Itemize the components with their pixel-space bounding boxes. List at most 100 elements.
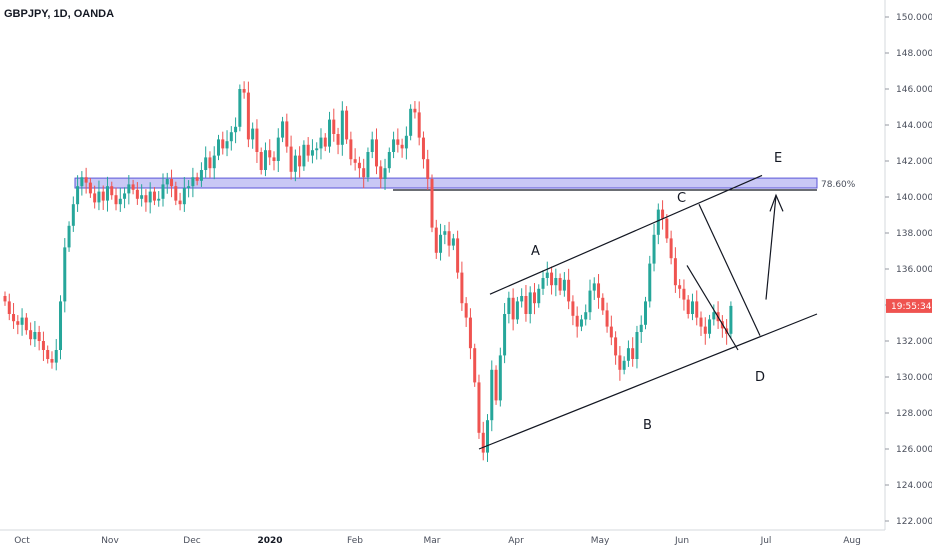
candle[interactable] (366, 147, 370, 182)
candle[interactable] (204, 146, 208, 178)
candle[interactable] (460, 261, 464, 311)
candle[interactable] (191, 167, 195, 198)
candle[interactable] (490, 360, 494, 432)
candle[interactable] (33, 321, 37, 347)
candle[interactable] (618, 346, 622, 381)
candle[interactable] (234, 117, 238, 144)
candle[interactable] (494, 365, 498, 405)
candle[interactable] (622, 356, 626, 375)
candle[interactable] (105, 176, 109, 212)
candle[interactable] (644, 296, 647, 330)
candle[interactable] (447, 221, 451, 257)
candle[interactable] (251, 122, 255, 149)
candle[interactable] (310, 139, 314, 164)
candle[interactable] (50, 351, 54, 369)
candle[interactable] (639, 315, 643, 343)
candle[interactable] (588, 279, 592, 320)
candle[interactable] (289, 135, 293, 180)
candle[interactable] (695, 290, 699, 326)
candle[interactable] (336, 127, 340, 155)
candle[interactable] (413, 101, 417, 119)
candle[interactable] (319, 128, 323, 160)
candle[interactable] (123, 187, 127, 209)
candle[interactable] (656, 203, 660, 245)
candle[interactable] (370, 131, 374, 159)
channel-upper-line[interactable] (489, 174, 763, 295)
candle[interactable] (328, 111, 332, 153)
candle[interactable] (345, 106, 349, 144)
candle[interactable] (353, 148, 357, 171)
candle[interactable] (374, 128, 378, 175)
candle[interactable] (80, 171, 84, 196)
candle[interactable] (84, 167, 88, 194)
candle[interactable] (3, 291, 7, 306)
candle[interactable] (114, 187, 118, 211)
candle[interactable] (712, 304, 716, 326)
candle[interactable] (148, 182, 152, 214)
candle[interactable] (729, 301, 733, 339)
candle[interactable] (298, 146, 302, 178)
candle[interactable] (276, 128, 280, 172)
candle[interactable] (708, 314, 712, 339)
candle[interactable] (383, 158, 387, 190)
candle[interactable] (601, 293, 605, 315)
candle[interactable] (498, 347, 502, 407)
candle[interactable] (387, 147, 391, 173)
candle[interactable] (242, 81, 246, 99)
candle[interactable] (221, 131, 225, 155)
candle[interactable] (131, 179, 135, 195)
candle[interactable] (665, 214, 669, 243)
candle[interactable] (255, 119, 259, 163)
candle[interactable] (528, 286, 532, 324)
candle[interactable] (571, 295, 575, 326)
candle[interactable] (24, 313, 28, 335)
candle[interactable] (690, 293, 694, 321)
candle[interactable] (63, 238, 67, 313)
candle[interactable] (302, 140, 306, 171)
candle[interactable] (41, 331, 45, 361)
candle[interactable] (648, 255, 652, 308)
candle[interactable] (268, 139, 272, 166)
candle[interactable] (195, 172, 199, 186)
candle[interactable] (178, 192, 182, 211)
candle[interactable] (507, 291, 511, 324)
candle[interactable] (12, 303, 16, 329)
candle[interactable] (161, 173, 165, 207)
candle[interactable] (396, 128, 400, 153)
candle[interactable] (473, 343, 477, 387)
candle[interactable] (306, 137, 310, 162)
candle[interactable] (46, 345, 50, 364)
candle[interactable] (59, 295, 63, 360)
candle[interactable] (170, 169, 174, 198)
candle[interactable] (379, 160, 383, 189)
candle[interactable] (208, 151, 212, 178)
candle[interactable] (430, 174, 434, 233)
resistance-zone[interactable] (74, 177, 818, 189)
candle[interactable] (246, 81, 250, 148)
candle[interactable] (421, 131, 425, 169)
candle[interactable] (545, 261, 549, 286)
candle[interactable] (225, 130, 229, 157)
candle[interactable] (140, 184, 144, 207)
candle[interactable] (558, 273, 562, 296)
candle[interactable] (400, 138, 404, 158)
candle[interactable] (71, 196, 75, 232)
candle[interactable] (592, 277, 596, 300)
candle[interactable] (678, 279, 682, 299)
candle[interactable] (456, 230, 460, 279)
wave-cd-upper-line[interactable] (698, 203, 761, 336)
candle[interactable] (426, 149, 430, 190)
candle[interactable] (157, 191, 161, 207)
candle[interactable] (562, 272, 566, 297)
projection-line[interactable] (765, 195, 777, 300)
candle[interactable] (686, 295, 690, 319)
candle[interactable] (550, 266, 554, 295)
candle[interactable] (532, 283, 536, 315)
candle[interactable] (682, 279, 686, 311)
candle[interactable] (20, 308, 24, 336)
candle[interactable] (605, 302, 609, 333)
candle[interactable] (609, 315, 613, 346)
candle[interactable] (439, 223, 443, 261)
candle[interactable] (144, 189, 148, 212)
